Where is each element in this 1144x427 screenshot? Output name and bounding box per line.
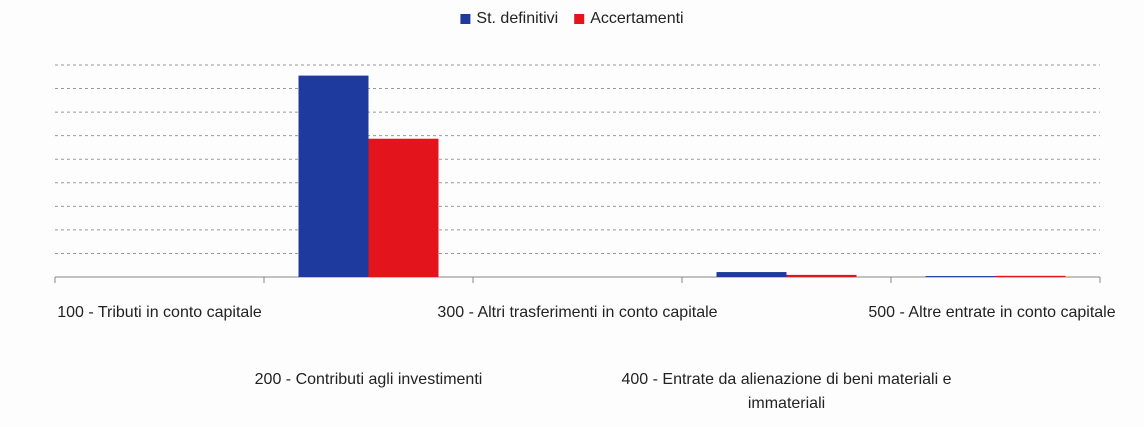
x-tick-label: 400 - Entrate da alienazione di beni mat… <box>621 371 952 412</box>
legend-swatch <box>574 14 585 24</box>
legend-label: Accertamenti <box>590 10 683 27</box>
bar <box>925 276 996 277</box>
bar <box>995 275 1066 277</box>
x-tick-label: 300 - Altri trasferimenti in conto capit… <box>437 304 718 321</box>
bar <box>298 75 369 277</box>
x-tick-label: 200 - Contributi agli investimenti <box>254 371 483 388</box>
legend-swatch <box>460 14 471 24</box>
legend-label: St. definitivi <box>476 10 558 27</box>
bar <box>368 138 439 277</box>
bar <box>716 272 787 277</box>
x-tick-label: 100 - Tributi in conto capitale <box>57 304 262 321</box>
bar <box>786 274 857 277</box>
x-tick-label: 500 - Altre entrate in conto capitale <box>868 304 1116 321</box>
